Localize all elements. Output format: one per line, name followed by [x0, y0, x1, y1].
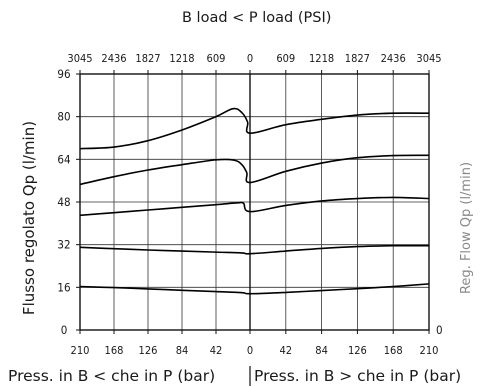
x-tick-label-psi: 1827	[135, 52, 160, 65]
right-zero-label: 0	[436, 323, 443, 337]
y-tick-label: 32	[57, 238, 70, 252]
x-tick-label-psi: 1218	[169, 52, 194, 65]
y-tick-label: 16	[57, 280, 70, 294]
flow-curve-1	[79, 283, 430, 295]
x-tick-label-psi: 609	[207, 52, 226, 65]
x-tick-label-bar: 126	[348, 344, 367, 357]
flow-curve-2	[79, 244, 430, 255]
grid-lines	[80, 74, 429, 330]
y-tick-label: 0	[61, 323, 68, 337]
y-tick-label: 80	[57, 110, 70, 124]
x-tick-label-psi: 1218	[309, 52, 334, 65]
x-tick-label-psi: 3045	[67, 52, 92, 65]
x-tick-label-bar: 0	[247, 344, 253, 357]
y-tick-label: 48	[57, 195, 70, 209]
x-tick-label-psi: 2436	[381, 52, 406, 65]
x-tick-label-bar: 42	[280, 344, 293, 357]
x-tick-label-bar: 84	[176, 344, 189, 357]
x-axis-label-left: Press. in B < che in P (bar)	[8, 367, 215, 385]
chart-title: B load < P load (PSI)	[182, 10, 331, 26]
x-tick-label-bar: 168	[105, 344, 124, 357]
y-tick-label: 64	[57, 152, 70, 166]
tick-labels: 3045 210 2436 168 1827 126 1218 84 609 42 0 0 609 42 1…	[57, 52, 441, 357]
x-tick-label-psi: 3045	[416, 52, 441, 65]
x-tick-label-bar: 84	[315, 344, 328, 357]
y-axis-label-left: Flusso regolato Qp (l/min)	[20, 121, 38, 315]
x-tick-label-bar: 42	[210, 344, 223, 357]
x-tick-label-psi: 2436	[101, 52, 126, 65]
x-tick-label-bar: 168	[384, 344, 403, 357]
x-tick-label-psi: 0	[247, 52, 253, 65]
x-tick-label-bar: 210	[420, 344, 439, 357]
x-tick-label-psi: 1827	[345, 52, 370, 65]
x-tick-label-psi: 609	[276, 52, 295, 65]
flow-curve-3	[79, 196, 430, 217]
y-axis-label-right: Reg. Flow Qp (l/min)	[459, 162, 474, 294]
x-tick-label-bar: 126	[139, 344, 158, 357]
x-tick-label-bar: 210	[71, 344, 90, 357]
curves	[79, 107, 430, 295]
x-axis-label-right: Press. in B > che in P (bar)	[254, 367, 461, 385]
y-tick-label: 96	[57, 67, 70, 81]
flow-curve-4	[79, 154, 430, 186]
flow-curve-5	[79, 107, 430, 150]
